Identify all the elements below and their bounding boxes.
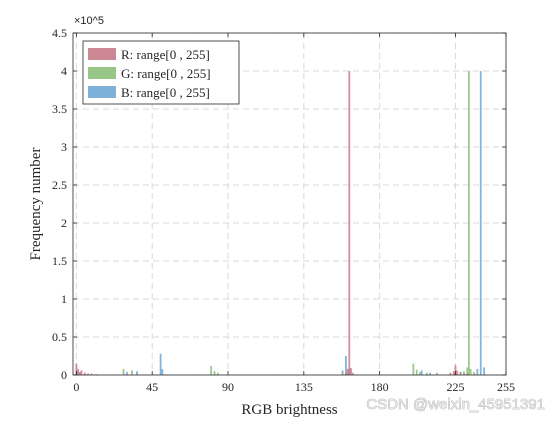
histogram-bar: [345, 372, 347, 375]
histogram-bar: [415, 369, 418, 375]
y-axis-multiplier: ×10^5: [74, 15, 104, 27]
y-tick-label: 3.5: [52, 102, 67, 116]
x-tick-label: 45: [146, 380, 158, 394]
histogram-bar: [90, 373, 93, 375]
histogram-bar: [348, 71, 351, 375]
histogram-bar: [216, 372, 219, 375]
histogram-bar: [213, 371, 216, 375]
x-tick-label: 135: [295, 380, 313, 394]
legend-swatch: [88, 86, 116, 98]
axes-box: [72, 32, 507, 376]
histogram-bar: [341, 371, 344, 375]
histogram-bar: [476, 368, 479, 375]
histogram-bar: [483, 367, 485, 375]
histogram-bar: [420, 370, 423, 375]
y-tick-label: 2.5: [52, 178, 67, 192]
y-tick-label: 0: [61, 368, 67, 382]
legend-label: B: range[0 , 255]: [121, 85, 210, 100]
histogram-bar: [479, 71, 482, 375]
histogram-bar: [466, 373, 469, 375]
y-tick-label: 2: [61, 216, 67, 230]
histogram-bar: [77, 368, 79, 375]
y-tick-label: 3: [61, 140, 67, 154]
legend-swatch: [88, 67, 116, 79]
y-tick-label: 0.5: [52, 330, 67, 344]
histogram-bar: [75, 363, 78, 375]
legend-swatch: [88, 48, 116, 60]
histogram-bar: [459, 371, 462, 375]
histogram-bar: [454, 365, 457, 375]
histogram-bar: [80, 370, 83, 375]
y-axis-label: Frequency number: [28, 148, 44, 261]
histogram-bar: [456, 370, 459, 375]
histogram-bar: [452, 371, 455, 375]
x-tick-label: 255: [497, 380, 515, 394]
histogram-bar: [466, 367, 469, 375]
x-tick-label: 225: [446, 380, 464, 394]
histogram-bar: [419, 371, 421, 375]
watermark-text: CSDN @weixin_45951391: [366, 396, 545, 413]
x-tick-label: 90: [222, 380, 234, 394]
histogram-bar: [425, 372, 428, 375]
histogram-bar: [83, 372, 86, 375]
histogram-bar: [412, 363, 415, 375]
histogram-bar: [126, 371, 128, 375]
histogram-bar: [436, 372, 438, 375]
histogram-bar: [468, 71, 470, 375]
x-axis-label: RGB brightness: [241, 402, 337, 418]
histogram-bar: [469, 368, 472, 375]
histogram-bar: [161, 368, 164, 375]
y-tick-label: 4: [61, 64, 67, 78]
histogram-bar: [351, 372, 354, 375]
legend-label: G: range[0 , 255]: [121, 66, 211, 81]
histogram-bar: [429, 372, 432, 375]
legend-label: R: range[0 , 255]: [121, 47, 210, 62]
histogram-bar: [345, 356, 347, 375]
histogram-bar: [159, 353, 162, 375]
histogram-bar: [350, 368, 352, 375]
y-tick-label: 1: [61, 292, 67, 306]
histogram-bar: [346, 368, 349, 375]
y-tick-label: 4.5: [52, 26, 67, 40]
histogram-bar: [462, 371, 465, 375]
histogram-bar: [131, 370, 133, 375]
x-tick-label: 0: [73, 380, 79, 394]
y-tick-label: 1.5: [52, 254, 67, 268]
histogram-bar: [449, 372, 452, 375]
histogram-bar: [122, 368, 125, 375]
histogram-bar: [87, 373, 90, 375]
histogram-bar: [210, 365, 213, 375]
histogram-bar: [78, 371, 81, 375]
x-tick-label: 180: [371, 380, 389, 394]
histogram-bar: [136, 371, 138, 375]
histogram-bar: [473, 371, 475, 375]
